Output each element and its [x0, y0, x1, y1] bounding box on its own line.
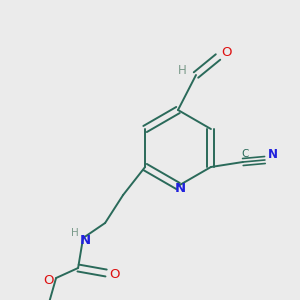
Text: O: O	[221, 46, 231, 59]
Text: O: O	[43, 274, 53, 286]
Text: N: N	[268, 148, 278, 161]
Text: C: C	[241, 149, 249, 159]
Text: H: H	[178, 64, 186, 76]
Text: H: H	[71, 228, 79, 238]
Text: N: N	[80, 233, 91, 247]
Text: O: O	[109, 268, 119, 281]
Text: N: N	[174, 182, 186, 194]
